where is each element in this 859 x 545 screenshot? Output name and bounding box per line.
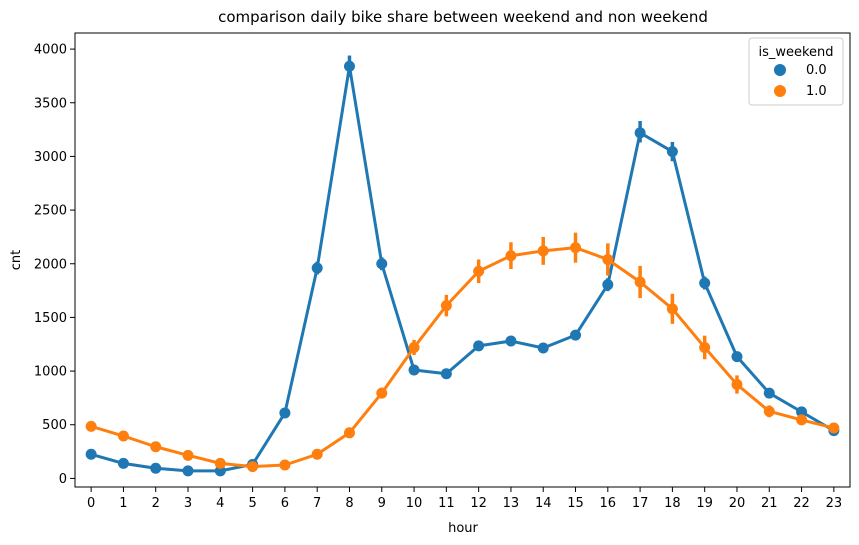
x-tick-label: 1 (119, 496, 127, 511)
x-tick-label: 7 (313, 496, 321, 511)
data-point (602, 279, 614, 291)
data-point (602, 253, 614, 265)
y-tick-label: 3500 (34, 96, 67, 111)
legend-marker (774, 64, 786, 76)
data-point (505, 335, 517, 347)
data-point (699, 341, 711, 353)
x-tick-label: 2 (152, 496, 160, 511)
data-point (150, 462, 162, 474)
series-line (90, 64, 835, 473)
x-tick-label: 9 (378, 496, 386, 511)
data-point (343, 60, 355, 72)
x-tick-label: 15 (567, 496, 584, 511)
y-tick-label: 2000 (34, 257, 67, 272)
data-point (666, 303, 678, 315)
data-point (537, 245, 549, 257)
data-point (634, 127, 646, 139)
data-point (376, 258, 388, 270)
plot-area (74, 32, 851, 488)
data-point (247, 461, 259, 473)
series-layer (85, 55, 840, 477)
data-point (150, 441, 162, 453)
data-point (699, 277, 711, 289)
x-tick-label: 19 (696, 496, 713, 511)
x-tick-label: 6 (281, 496, 289, 511)
x-tick-label: 12 (470, 496, 487, 511)
data-point (570, 329, 582, 341)
y-tick-label: 1000 (34, 365, 67, 380)
x-tick-label: 11 (438, 496, 455, 511)
data-point (763, 387, 775, 399)
data-point (666, 146, 678, 158)
y-tick-label: 500 (42, 418, 67, 433)
x-tick-label: 16 (600, 496, 617, 511)
data-point (440, 368, 452, 380)
x-tick-label: 8 (345, 496, 353, 511)
data-point (537, 342, 549, 354)
x-tick-label: 23 (826, 496, 843, 511)
x-tick-label: 20 (729, 496, 746, 511)
data-point (440, 300, 452, 312)
x-tick-label: 21 (761, 496, 778, 511)
data-point (343, 427, 355, 439)
data-point (634, 276, 646, 288)
data-point (828, 422, 840, 434)
x-tick-label: 5 (248, 496, 256, 511)
legend: is_weekend 0.0 1.0 (748, 37, 844, 106)
x-tick-label: 13 (503, 496, 520, 511)
data-point (182, 465, 194, 477)
y-tick-label: 0 (59, 472, 67, 487)
data-point (182, 449, 194, 461)
legend-title: is_weekend (758, 45, 833, 60)
data-point (85, 448, 97, 460)
data-point (117, 430, 129, 442)
y-tick-label: 2500 (34, 204, 67, 219)
y-axis-label: cnt (9, 250, 24, 270)
x-tick-label: 4 (216, 496, 224, 511)
y-tick-label: 4000 (34, 43, 67, 58)
data-point (279, 459, 291, 471)
data-point (763, 405, 775, 417)
x-tick-label: 0 (87, 496, 95, 511)
data-point (214, 457, 226, 469)
data-point (376, 387, 388, 399)
chart-title: comparison daily bike share between week… (218, 8, 708, 26)
data-point (570, 242, 582, 254)
data-point (473, 265, 485, 277)
legend-label: 0.0 (806, 63, 827, 78)
data-point (796, 406, 808, 418)
legend-label: 1.0 (806, 84, 827, 99)
data-point (408, 364, 420, 376)
x-axis-label: hour (448, 521, 478, 536)
x-axis: 0 1 2 3 4 5 6 7 8 9 10 11 12 13 14 15 16 17 18 19 20 21 22 23 (87, 487, 842, 511)
data-point (731, 351, 743, 363)
x-tick-label: 3 (184, 496, 192, 511)
legend-marker (774, 85, 786, 97)
x-tick-label: 14 (535, 496, 552, 511)
data-point (311, 262, 323, 274)
series-line (90, 246, 835, 469)
data-point (279, 407, 291, 419)
data-point (731, 379, 743, 391)
series-0-0 (85, 55, 840, 477)
x-tick-label: 18 (664, 496, 681, 511)
data-point (85, 420, 97, 432)
x-tick-label: 22 (793, 496, 810, 511)
data-point (505, 250, 517, 262)
data-point (473, 340, 485, 352)
data-point (408, 341, 420, 353)
data-point (117, 457, 129, 469)
y-tick-label: 1500 (34, 311, 67, 326)
legend-frame (748, 37, 844, 106)
y-tick-label: 3000 (34, 150, 67, 165)
x-tick-label: 10 (406, 496, 423, 511)
data-point (796, 414, 808, 426)
series-1-0 (85, 232, 840, 473)
y-axis: 0 500 1000 1500 2000 2500 3000 3500 4000 (34, 43, 75, 487)
data-point (311, 448, 323, 460)
x-tick-label: 17 (632, 496, 649, 511)
